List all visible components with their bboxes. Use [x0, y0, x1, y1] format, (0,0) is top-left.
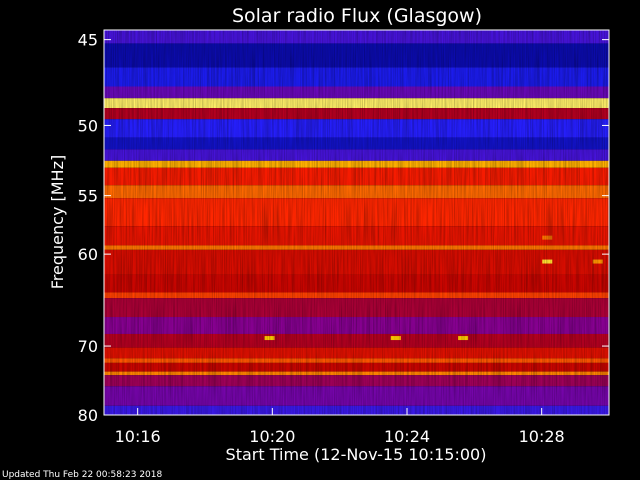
y-tick-label: 70	[78, 337, 98, 356]
y-tick-label: 80	[78, 406, 98, 425]
x-tick-label: 10:28	[519, 427, 565, 446]
x-tick-label: 10:24	[384, 427, 430, 446]
y-tick-label: 55	[78, 187, 98, 206]
updated-timestamp: Updated Thu Feb 22 00:58:23 2018	[2, 470, 163, 480]
x-axis-label: Start Time (12-Nov-15 10:15:00)	[226, 445, 487, 464]
x-axis: 10:16 10:20 10:24 10:28	[115, 408, 565, 446]
chart-title: Solar radio Flux (Glasgow)	[232, 5, 482, 27]
x-tick-label: 10:20	[249, 427, 295, 446]
y-tick-label: 45	[78, 31, 98, 50]
spectrogram-plot	[104, 30, 609, 415]
plot-frame	[103, 29, 610, 416]
y-tick-label: 60	[78, 245, 98, 264]
x-tick-label: 10:16	[115, 427, 161, 446]
y-axis: 45 50 55 60 70 80	[78, 31, 609, 425]
y-axis-label: Frequency [MHz]	[48, 155, 67, 289]
y-tick-label: 50	[78, 116, 98, 135]
